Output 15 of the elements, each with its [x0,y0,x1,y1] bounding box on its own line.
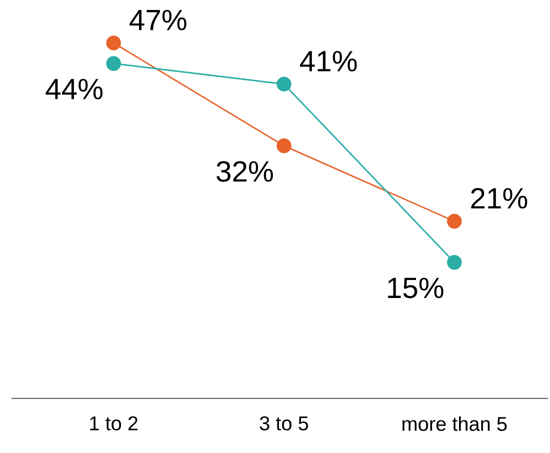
data-label: 41% [300,50,357,72]
point [106,35,121,50]
data-label: 47% [130,10,186,30]
x-tick-label: more than 5 [402,416,507,431]
point [276,138,292,154]
point [276,76,292,92]
point [106,56,121,71]
point [447,254,462,270]
point [447,214,462,228]
x-tick-label: 3 to 5 [260,416,308,430]
data-label: 44% [46,78,103,100]
data-label: 21% [471,188,528,208]
data-label: 32% [216,161,273,182]
data-label: 15% [388,278,444,298]
x-tick-label: 1 to 2 [90,416,138,430]
